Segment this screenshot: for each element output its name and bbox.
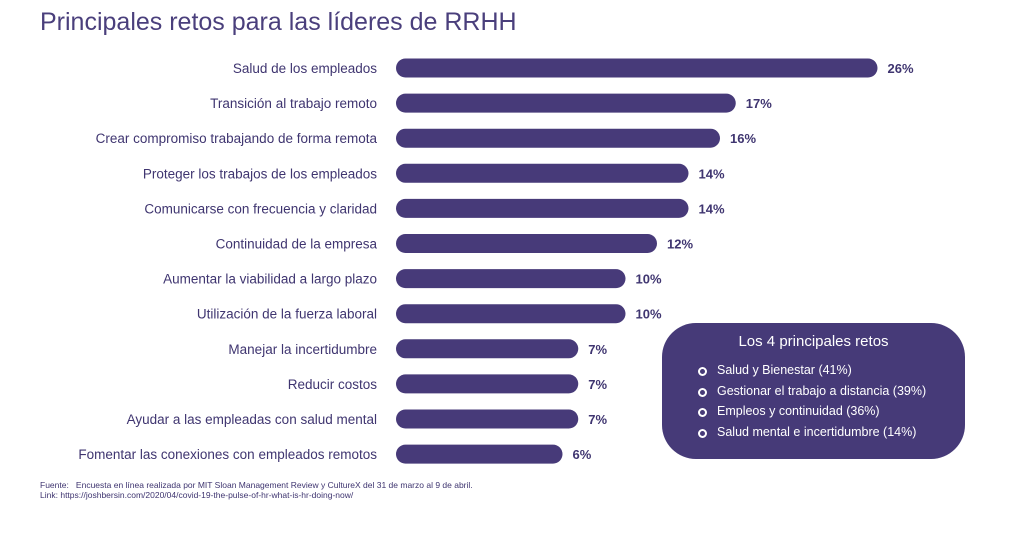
category-label: Transición al trabajo remoto [210,96,377,111]
callout-item: Gestionar el trabajo a distancia (39%) [696,384,926,405]
data-label: 14% [699,166,725,181]
category-label: Utilización de la fuerza laboral [197,307,377,322]
callout-item: Salud mental e incertidumbre (14%) [696,425,926,446]
footer: Fuente: Encuesta en línea realizada por … [40,480,473,500]
category-label: Comunicarse con frecuencia y claridad [144,201,377,216]
category-label: Ayudar a las empleadas con salud mental [127,412,377,427]
category-label: Aumentar la viabilidad a largo plazo [163,272,377,287]
data-label: 7% [588,377,607,392]
bar [396,269,626,289]
bullet-icon [698,408,707,417]
data-label: 7% [588,342,607,357]
chart-title: Principales retos para las líderes de RR… [40,8,517,36]
bar [396,444,563,464]
data-label: 6% [573,447,592,462]
data-label: 17% [746,96,772,111]
source-text: Encuesta en línea realizada por MIT Sloa… [75,480,473,490]
data-label: 16% [730,131,756,146]
bullet-icon [698,428,707,438]
bar [396,93,736,113]
callout-item: Empleos y continuidad (36%) [696,404,926,425]
category-label: Continuidad de la empresa [216,237,378,252]
callout-item: Salud y Bienestar (41%) [696,363,926,384]
bullet-icon [698,387,707,397]
top-challenges-callout: Los 4 principales retos Salud y Bienesta… [662,323,965,459]
data-label: 7% [588,412,607,427]
bar [396,234,657,253]
bar [396,128,720,148]
bar [396,339,579,359]
data-label: 26% [888,61,914,76]
bar [396,163,689,183]
bar [396,409,579,429]
data-label: 12% [667,237,693,252]
category-label: Proteger los trabajos de los empleados [143,166,377,181]
bar [396,304,626,324]
source-link[interactable]: https://joshbersin.com/2020/04/covid-19-… [60,490,354,500]
callout-title: Los 4 principales retos [738,333,889,350]
bullet-icon [698,367,707,376]
category-label: Fomentar las conexiones con empleados re… [78,447,377,462]
bar [396,198,689,218]
data-label: 14% [699,201,725,216]
callout-list: Salud y Bienestar (41%) Gestionar el tra… [696,363,926,445]
link-label: Link: [40,490,58,500]
data-label: 10% [636,307,662,322]
category-label: Crear compromiso trabajando de forma rem… [96,131,378,146]
bar [396,374,579,394]
category-label: Salud de los empleados [233,61,377,76]
category-label: Manejar la incertidumbre [228,342,377,357]
source-label: Fuente: [40,480,69,490]
bar [396,58,878,78]
category-label: Reducir costos [288,377,378,392]
data-label: 10% [636,272,662,287]
